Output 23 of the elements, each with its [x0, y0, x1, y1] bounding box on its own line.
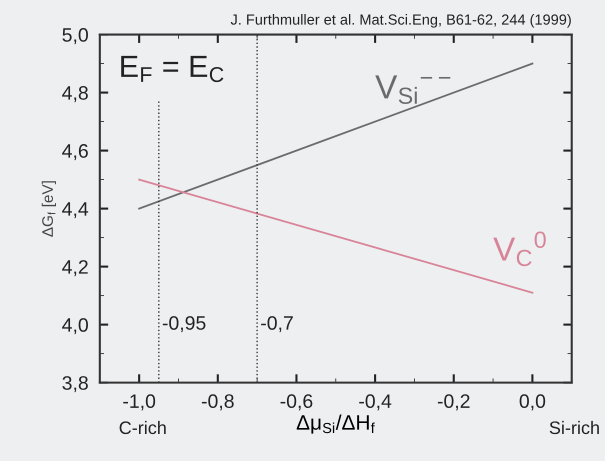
y-tick-label: 4,8	[62, 86, 88, 102]
y-tick-label: 3,8	[62, 376, 88, 392]
y-tick-label: 5,0	[62, 28, 88, 44]
x-tick-label: 0,0	[520, 394, 546, 410]
text: J. Furthmuller et al. Mat.Sci.Eng, B61-62, 244 (1999)	[230, 14, 571, 28]
series-label: V$_{Si}$$^{−−}$	[375, 75, 450, 104]
y-tick-label: 4,4	[62, 202, 88, 218]
ref-line-label: -0,7	[261, 316, 293, 332]
x-tick-label: -0,6	[280, 394, 312, 410]
ref-line-label: -0,95	[162, 316, 206, 332]
x-tick-label: -1,0	[123, 394, 156, 410]
text: C-rich	[120, 420, 166, 434]
y-tick-label: 4,6	[62, 144, 88, 160]
x-axis-title: Δμ$_{Si}$/ΔH$_{f}$	[296, 414, 375, 434]
annotation: E$_{F}$ = E$_{C}$	[121, 56, 224, 82]
x-tick-label: -0,4	[359, 394, 392, 410]
text: Si-rich	[550, 420, 599, 434]
x-tick-label: -0,8	[202, 394, 234, 410]
series-label: V$_{C}$$^{0}$	[493, 231, 546, 266]
y-axis-title: ΔG$_{f}$ [eV]	[42, 181, 56, 237]
y-tick-label: 4,2	[62, 260, 88, 276]
y-tick-label: 4,0	[62, 318, 88, 334]
x-tick-label: -0,2	[438, 394, 470, 410]
